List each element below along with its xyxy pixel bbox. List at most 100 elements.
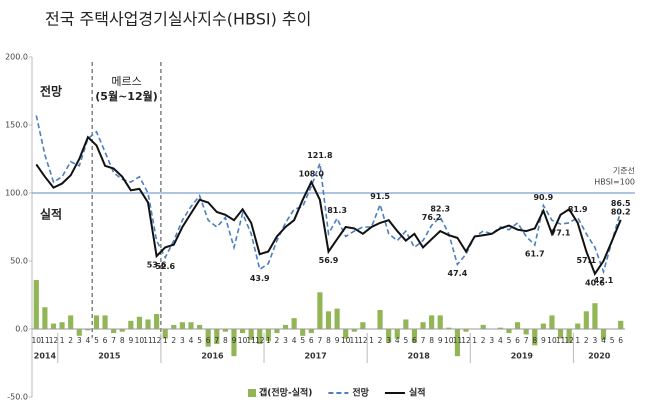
gap-bar — [231, 329, 237, 357]
x-tick-label: 10 — [444, 336, 454, 345]
gap-bar — [162, 329, 168, 339]
x-tick-label: 8 — [120, 336, 125, 345]
gap-bar — [583, 311, 589, 329]
gap-bar — [197, 324, 203, 329]
x-tick-label: 11 — [556, 336, 566, 345]
x-tick-label: 7 — [421, 336, 426, 345]
line-forecast — [35, 115, 622, 275]
x-tick-label: 9 — [438, 336, 443, 345]
x-tick-label: 7 — [318, 336, 323, 345]
x-tick-label: 12 — [461, 336, 471, 345]
annotation: 실적 — [40, 207, 62, 222]
value-label: 76.2 — [422, 213, 442, 222]
reference-sublabel: HBSI=100 — [594, 178, 635, 187]
gap-bar — [497, 327, 503, 329]
x-tick-label: 10 — [238, 336, 248, 345]
gap-bar — [257, 329, 263, 344]
y-tick-label: 150.0 — [5, 121, 28, 130]
gap-bar — [265, 329, 271, 342]
gap-bar — [446, 327, 452, 329]
x-tick-label: 8 — [326, 336, 331, 345]
gap-bar — [308, 329, 314, 334]
gap-bar — [59, 322, 65, 329]
gap-bar — [128, 320, 134, 329]
gap-bar — [222, 329, 228, 332]
gap-bar — [566, 329, 572, 343]
x-tick-label: 10 — [341, 336, 351, 345]
x-tick-label: 6 — [309, 336, 314, 345]
x-tick-label: 3 — [77, 336, 82, 345]
gap-bar — [179, 322, 185, 329]
annotation: 전망 — [40, 84, 62, 99]
x-tick-label: 11 — [453, 336, 463, 345]
value-label: 43.9 — [250, 274, 270, 283]
gap-bar — [429, 315, 435, 329]
event-label: 메르스 — [111, 75, 141, 88]
x-tick-label: 10 — [547, 336, 557, 345]
gap-bar — [136, 316, 143, 329]
gap-bar — [394, 329, 400, 339]
gap-bar — [480, 324, 486, 329]
x-tick-label: 5 — [300, 336, 305, 345]
y-tick-label: 100.0 — [5, 189, 28, 198]
gap-bar — [420, 322, 426, 329]
value-label: 82.3 — [430, 205, 450, 214]
gap-bar — [42, 307, 48, 329]
gap-bar — [377, 309, 383, 329]
x-tick-label: 11 — [143, 336, 153, 345]
x-tick-label: 6 — [515, 336, 520, 345]
gap-bar — [386, 329, 392, 343]
x-tick-label: 1 — [266, 336, 271, 345]
gap-bar — [575, 323, 581, 329]
legend-swatch — [248, 389, 256, 397]
gap-bar — [93, 315, 100, 329]
value-label: 121.8 — [307, 151, 333, 160]
x-tick-label: 2 — [275, 336, 280, 345]
x-tick-label: 1 — [369, 336, 374, 345]
gap-bar — [334, 308, 340, 329]
gap-bar — [291, 318, 297, 329]
x-tick-label: 2 — [584, 336, 589, 345]
x-tick-label: 11 — [350, 336, 360, 345]
x-tick-label: 12 — [152, 336, 162, 345]
gap-bar — [145, 319, 151, 329]
gap-bar — [102, 315, 108, 329]
x-tick-label: 2 — [171, 336, 176, 345]
legend-label: 전망 — [352, 387, 369, 399]
gap-bar — [111, 329, 117, 334]
y-tick-label: 0.0 — [15, 325, 28, 334]
value-label: 53.6 — [147, 261, 167, 270]
value-label: 86.5 — [611, 199, 631, 208]
x-tick-label: 5 — [197, 336, 202, 345]
x-tick-label: 12 — [49, 336, 59, 345]
value-label: 90.9 — [533, 193, 553, 202]
x-tick-label: 9 — [335, 336, 340, 345]
x-tick-label: 2 — [481, 336, 486, 345]
x-tick-label: 10 — [135, 336, 145, 345]
gap-bar — [403, 319, 409, 329]
gap-bar — [523, 329, 529, 335]
gap-bar — [351, 329, 357, 332]
year-label: 2018 — [408, 352, 431, 361]
x-tick-label: 1 — [163, 336, 168, 345]
x-tick-label: 5 — [403, 336, 408, 345]
x-tick-label: 3 — [180, 336, 185, 345]
gap-bar — [248, 329, 254, 340]
x-tick-label: 3 — [489, 336, 494, 345]
gap-bar — [549, 315, 555, 329]
gap-bar — [171, 324, 177, 329]
gap-bar — [68, 315, 74, 329]
x-tick-label: 12 — [358, 336, 368, 345]
x-tick-label: 7 — [214, 336, 219, 345]
value-label: 56.9 — [319, 256, 339, 265]
value-label: 57.1 — [576, 256, 596, 265]
gap-bar — [205, 329, 211, 347]
year-label: 2019 — [511, 352, 534, 361]
legend-label: 갭(전망-실적) — [259, 387, 312, 399]
x-tick-label: 5 — [507, 336, 512, 345]
gap-bar — [506, 329, 512, 334]
x-tick-label: 11 — [40, 336, 50, 345]
gap-bar — [437, 315, 443, 329]
gap-bar — [325, 311, 332, 329]
